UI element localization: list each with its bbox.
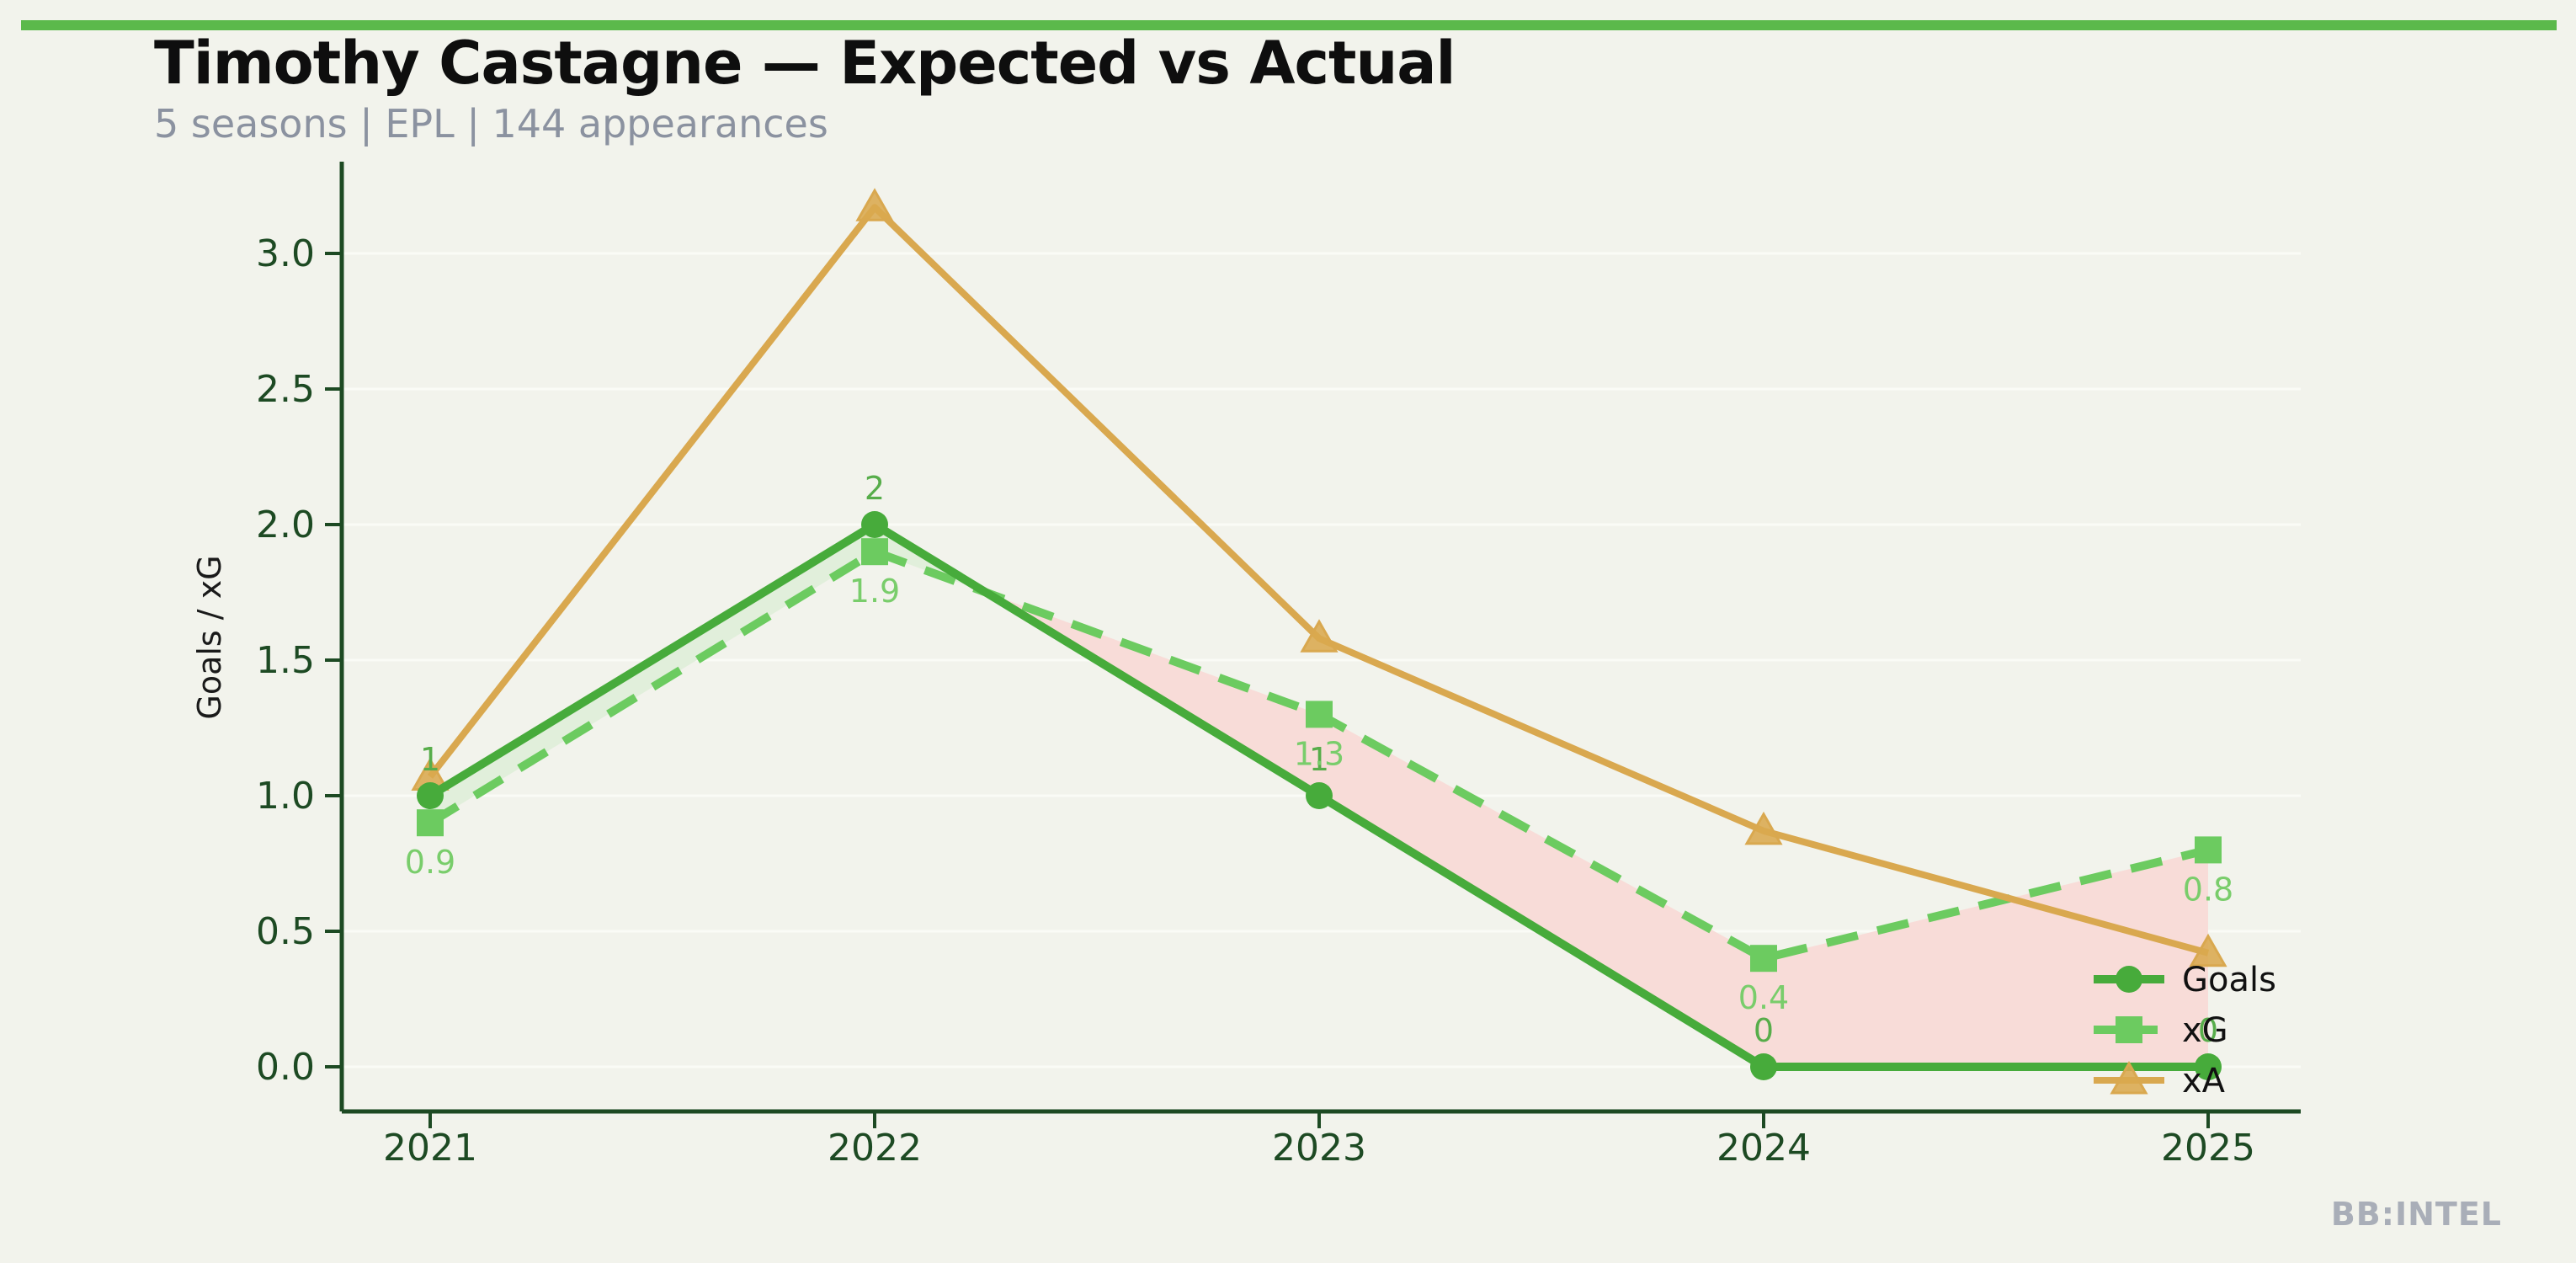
goals-value-label: 1 <box>1309 741 1329 778</box>
xg-marker-square <box>417 809 444 837</box>
xg-marker-square <box>2195 836 2222 864</box>
goals-marker-circle <box>861 511 888 538</box>
goals-marker-circle <box>1306 782 1333 809</box>
series-xg <box>417 538 2222 973</box>
goals-marker-circle <box>417 782 444 809</box>
xa-marker-triangle <box>2110 1060 2148 1095</box>
top-accent-bar <box>21 20 2557 30</box>
goals-value-label: 0 <box>1754 1012 1774 1049</box>
xg-value-label: 0.9 <box>405 844 455 881</box>
page-subtitle: 5 seasons | EPL | 144 appearances <box>154 101 828 147</box>
xa-marker-triangle <box>1744 811 1783 845</box>
y-tick-label: 0.5 <box>256 910 315 953</box>
xg-value-label: 1.3 <box>1294 735 1344 772</box>
chart-header: Timothy Castagne — Expected vs Actual 5 … <box>154 34 1456 147</box>
xa-marker-triangle <box>2189 933 2227 967</box>
y-tick-label: 0.0 <box>256 1046 315 1089</box>
legend-label-goals: Goals <box>2182 961 2276 999</box>
xg-marker-square <box>861 538 888 566</box>
goals-value-label: 0 <box>2198 1012 2218 1049</box>
legend-item-xg: xG <box>2094 1011 2228 1050</box>
x-tick-label-2022: 2022 <box>828 1127 922 1170</box>
legend-label-xg: xG <box>2182 1011 2228 1050</box>
xg-value-label: 1.9 <box>849 573 900 610</box>
goals-marker-circle <box>2195 1053 2222 1080</box>
legend-item-xa: xA <box>2094 1060 2226 1100</box>
xg-marker-square <box>2116 1016 2142 1043</box>
page-title: Timothy Castagne — Expected vs Actual <box>154 29 1456 98</box>
xg-marker-square <box>1306 701 1333 728</box>
x-tick-label-2021: 2021 <box>383 1127 477 1170</box>
xa-marker-triangle <box>855 188 894 221</box>
legend-label-xa: xA <box>2182 1062 2226 1100</box>
y-tick-label: 2.5 <box>256 368 315 411</box>
xg-value-label: 0.4 <box>1738 979 1789 1016</box>
series-xa <box>411 188 2227 967</box>
goals-value-label: 1 <box>420 741 440 778</box>
y-tick-label: 1.0 <box>256 775 315 818</box>
y-tick-label: 2.0 <box>256 504 315 546</box>
goals-marker-circle <box>2116 966 2142 993</box>
y-tick-label: 1.5 <box>256 639 315 682</box>
xa-line <box>427 204 2210 957</box>
goals-marker-circle <box>1750 1053 1777 1080</box>
y-axis-title: Goals / xG <box>191 555 228 719</box>
goals-value-label: 2 <box>865 470 885 507</box>
xa-marker-triangle <box>1300 619 1339 653</box>
x-tick-label-2023: 2023 <box>1272 1127 1366 1170</box>
xg-marker-square <box>1750 945 1777 973</box>
x-tick-label-2024: 2024 <box>1716 1127 1811 1170</box>
underperformance-fill <box>986 592 2208 1067</box>
series-goals <box>417 511 2222 1080</box>
x-tick-label-2025: 2025 <box>2161 1127 2255 1170</box>
xg-value-label: 0.8 <box>2183 871 2233 908</box>
legend-item-goals: Goals <box>2094 961 2276 999</box>
y-tick-label: 3.0 <box>256 232 315 275</box>
watermark: BB:INTEL <box>2330 1196 2502 1233</box>
